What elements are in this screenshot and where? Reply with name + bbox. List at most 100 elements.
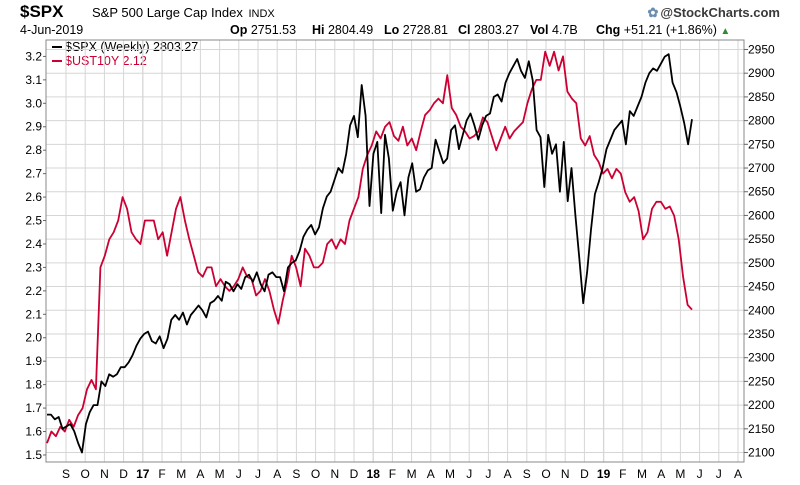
left-tick-label: 2.6 — [25, 190, 42, 204]
x-tick-label: M — [675, 467, 685, 481]
right-tick-label: 2500 — [748, 256, 775, 270]
open-quote: Op 2751.53 — [230, 23, 296, 37]
low-value: 2728.81 — [402, 23, 448, 37]
index-name-text: S&P 500 Large Cap Index — [92, 5, 243, 20]
left-tick-label: 2.7 — [25, 167, 42, 181]
x-tick-label: N — [561, 467, 570, 481]
x-tick-label: F — [619, 467, 626, 481]
x-tick-label: J — [716, 467, 722, 481]
left-tick-label: 2.9 — [25, 120, 42, 134]
index-name: S&P 500 Large Cap Index INDX — [92, 5, 275, 20]
right-tick-label: 2450 — [748, 280, 775, 294]
x-tick-label: 19 — [597, 467, 611, 481]
left-tick-label: 3.0 — [25, 96, 42, 110]
right-tick-label: 2250 — [748, 374, 775, 388]
right-tick-label: 2100 — [748, 446, 775, 460]
x-tick-label: J — [485, 467, 491, 481]
high-label: Hi — [312, 23, 325, 37]
open-label: Op — [230, 23, 248, 37]
x-tick-label: J — [255, 467, 261, 481]
x-tick-label: 18 — [367, 467, 381, 481]
x-tick-label: F — [389, 467, 396, 481]
x-tick-label: A — [273, 467, 281, 481]
volume-quote: Vol 4.7B — [530, 23, 578, 37]
x-tick-label: O — [541, 467, 550, 481]
x-tick-label: J — [466, 467, 472, 481]
right-tick-label: 2300 — [748, 351, 775, 365]
low-label: Lo — [384, 23, 400, 37]
right-tick-label: 2550 — [748, 232, 775, 246]
x-tick-label: M — [407, 467, 417, 481]
brand-logo: ✿ @StockCharts.com — [647, 5, 780, 21]
x-tick-label: 17 — [136, 467, 150, 481]
volume-value: 4.7B — [552, 23, 578, 37]
brand-flower-icon: ✿ — [647, 5, 659, 20]
x-tick-label: O — [311, 467, 320, 481]
x-tick-label: M — [176, 467, 186, 481]
right-tick-label: 2700 — [748, 161, 775, 175]
x-tick-label: A — [504, 467, 512, 481]
x-tick-label: F — [158, 467, 165, 481]
right-tick-label: 2350 — [748, 327, 775, 341]
right-tick-label: 2800 — [748, 114, 775, 128]
series-line-spx — [47, 53, 693, 454]
close-label: Cl — [458, 23, 471, 37]
brand-text: @StockCharts.com — [660, 5, 780, 20]
x-tick-label: N — [330, 467, 339, 481]
left-tick-label: 2.5 — [25, 214, 42, 228]
x-tick-label: N — [100, 467, 109, 481]
legend-swatch-ust — [52, 60, 62, 62]
left-axis: 3.2 3.1 3.0 2.9 2.8 2.7 2.6 2.5 2.4 2.3 2.2 2.1 2.0 1… — [25, 49, 46, 462]
right-tick-label: 2200 — [748, 398, 775, 412]
legend-label-spx: $SPX (Weekly) 2803.27 — [65, 40, 199, 54]
change-quote: Chg +51.21 (+1.86%) ▲ — [596, 23, 730, 37]
x-tick-label: D — [350, 467, 359, 481]
left-tick-label: 2.4 — [25, 237, 42, 251]
x-axis: S O N D 17 F M A M J J A S O N D 18 F M A M J J A S O N D 19 F M A M J J A — [62, 467, 742, 481]
up-arrow-icon: ▲ — [720, 26, 731, 37]
x-tick-label: J — [236, 467, 242, 481]
x-tick-label: M — [445, 467, 455, 481]
x-tick-label: A — [427, 467, 435, 481]
left-tick-label: 3.2 — [25, 49, 42, 63]
close-quote: Cl 2803.27 — [458, 23, 519, 37]
exchange-label: INDX — [248, 8, 275, 20]
close-value: 2803.27 — [473, 23, 520, 37]
x-tick-label: S — [523, 467, 531, 481]
right-tick-label: 2900 — [748, 66, 775, 80]
left-tick-label: 2.3 — [25, 260, 42, 274]
series-layer — [46, 50, 693, 454]
symbol-label: $SPX — [20, 2, 64, 21]
series-line-ust10y — [46, 50, 693, 444]
open-value: 2751.53 — [250, 23, 297, 37]
x-tick-label: D — [580, 467, 589, 481]
volume-label: Vol — [530, 23, 549, 37]
legend-item-spx: $SPX (Weekly) 2803.27 — [52, 40, 198, 54]
x-tick-label: S — [292, 467, 300, 481]
plot-frame — [45, 39, 745, 463]
right-tick-label: 2150 — [748, 422, 775, 436]
change-value: +51.21 (+1.86%) — [623, 23, 717, 37]
left-tick-label: 2.1 — [25, 307, 42, 321]
left-tick-label: 2.8 — [25, 143, 42, 157]
x-tick-label: J — [697, 467, 703, 481]
right-tick-label: 2600 — [748, 208, 775, 222]
left-tick-label: 2.0 — [25, 331, 42, 345]
left-tick-label: 1.5 — [25, 448, 42, 462]
right-tick-label: 2750 — [748, 137, 775, 151]
right-axis: 2950 2900 2850 2800 2750 2700 2650 2600 2550 2500… — [744, 42, 775, 460]
title-row: $SPX S&P 500 Large Cap Index INDX ✿ @Stoc… — [0, 2, 800, 22]
right-tick-label: 2400 — [748, 303, 775, 317]
left-tick-label: 3.1 — [25, 73, 42, 87]
quote-date: 4-Jun-2019 — [20, 23, 84, 37]
low-quote: Lo 2728.81 — [384, 23, 448, 37]
x-tick-label: A — [734, 467, 742, 481]
x-tick-label: M — [637, 467, 647, 481]
left-tick-label: 1.6 — [25, 425, 42, 439]
x-tick-label: O — [81, 467, 90, 481]
x-tick-label: A — [657, 467, 665, 481]
left-tick-label: 1.7 — [25, 401, 42, 415]
x-tick-label: A — [196, 467, 204, 481]
x-tick-label: D — [119, 467, 128, 481]
